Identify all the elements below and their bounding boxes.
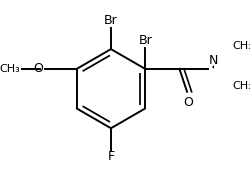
Text: F: F (108, 150, 114, 163)
Text: Br: Br (104, 14, 118, 27)
Text: CH₃: CH₃ (0, 64, 20, 74)
Text: Br: Br (138, 34, 152, 47)
Text: CH₃: CH₃ (232, 41, 250, 51)
Text: N: N (209, 54, 218, 67)
Text: O: O (184, 96, 194, 109)
Text: CH₃: CH₃ (232, 82, 250, 91)
Text: O: O (33, 62, 43, 75)
